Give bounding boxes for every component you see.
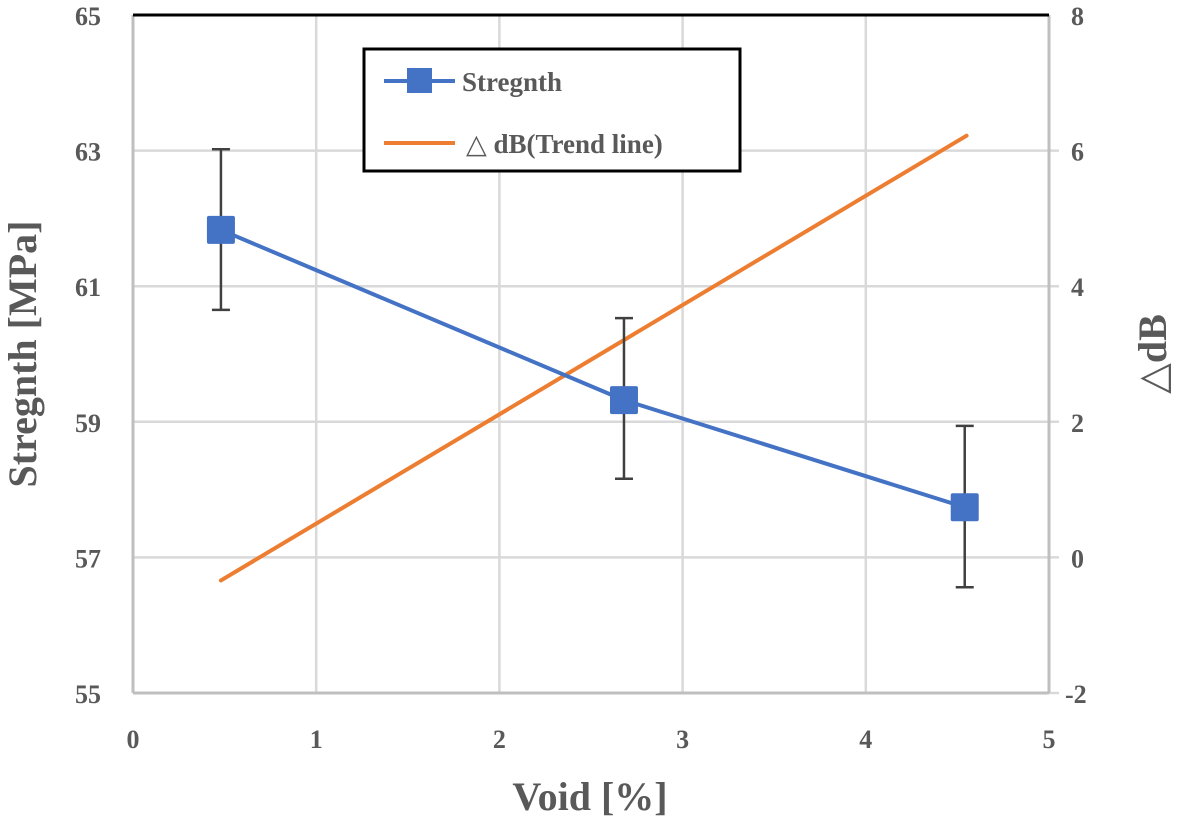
y2-tick-label: 6	[1071, 138, 1084, 167]
trend-line-db	[218, 133, 969, 583]
x-tick-label: 5	[1043, 725, 1056, 754]
y-tick-label: 63	[75, 138, 101, 167]
strength-line	[220, 228, 966, 510]
strength-marker	[206, 215, 235, 244]
y-tick-label: 65	[75, 2, 101, 31]
y2-tick-labels: -2 0 2 4 6 8	[1065, 2, 1087, 709]
y-tick-labels: 55 57 59 61 63 65	[75, 2, 101, 709]
x-tick-labels: 0 1 2 3 4 5	[127, 725, 1056, 754]
y-tick-label: 59	[75, 409, 101, 438]
y2-tick-label: 2	[1071, 409, 1084, 438]
x-axis-title: Void [%]	[512, 774, 667, 819]
x-tick-label: 3	[676, 725, 689, 754]
x-tick-label: 4	[859, 725, 872, 754]
axes	[131, 13, 1051, 695]
y-axis-title: Stregnth [MPa]	[0, 221, 45, 488]
y2-tick-label: 0	[1071, 544, 1084, 573]
strength-marker	[950, 493, 979, 522]
x-tick-label: 0	[127, 725, 140, 754]
y2-tick-label: -2	[1065, 680, 1087, 709]
legend-trend-label: △ dB(Trend line)	[466, 129, 663, 159]
y-tick-label: 61	[75, 273, 101, 302]
x-tick-label: 1	[310, 725, 323, 754]
y2-axis-title: △dB	[1130, 314, 1175, 394]
y-tick-label: 57	[75, 544, 101, 573]
y2-tick-label: 4	[1071, 273, 1084, 302]
legend: Stregnth △ dB(Trend line)	[362, 47, 742, 173]
legend-strength-label: Stregnth	[462, 67, 562, 97]
y-tick-label: 55	[75, 680, 101, 709]
x-tick-label: 2	[493, 725, 506, 754]
series	[206, 133, 979, 589]
y2-tick-label: 8	[1071, 2, 1084, 31]
legend-strength-marker	[407, 68, 432, 93]
strength-marker	[609, 386, 638, 415]
